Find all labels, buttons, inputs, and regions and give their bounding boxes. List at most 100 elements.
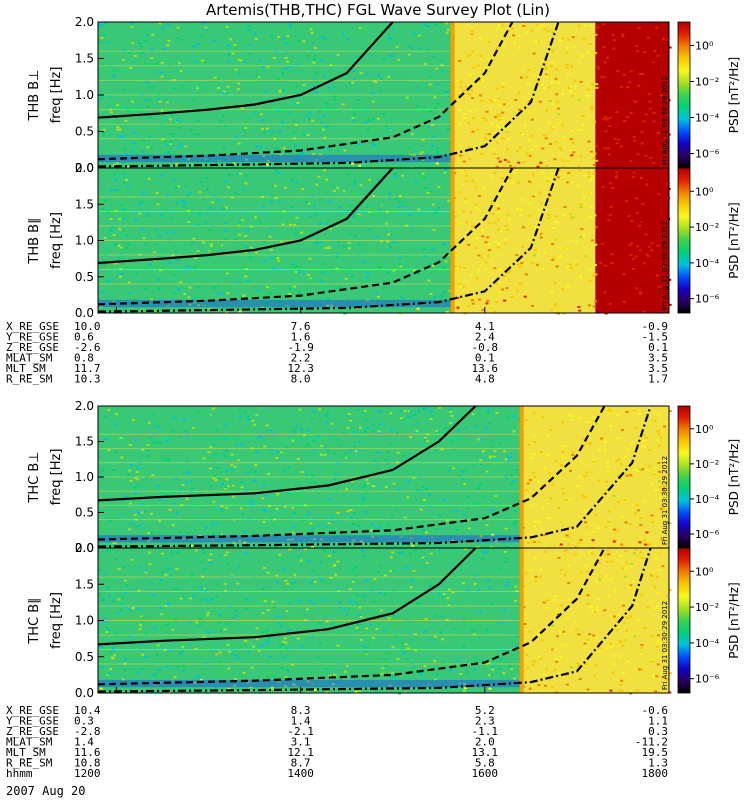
spectrogram-texture [98, 168, 672, 315]
y-tick-label: 2.0 [75, 15, 94, 29]
colorbar-label: PSD [nT²/Hz] [727, 202, 741, 278]
y-tick-label: 1.0 [75, 470, 94, 484]
y-tick-label: 0.5 [75, 270, 94, 284]
timestamp-stamp: Fri Aug 31 03:30:29 2012 [661, 221, 669, 310]
quiet-region [98, 22, 453, 168]
ephemeris-value: 11.6 [74, 746, 101, 759]
y-tick-label: 0.0 [75, 686, 94, 700]
ephemeris-value: 12.3 [287, 362, 314, 375]
time-tick-label: 1600 [472, 767, 499, 780]
ephemeris-value: -1.5 [642, 331, 669, 344]
ephemeris-value: -1.9 [287, 341, 314, 354]
ephemeris-label: R_RE_SM [6, 373, 53, 386]
ephemeris-value: 0.6 [74, 331, 94, 344]
spectrogram-panel: 0.0 0.5 1.0 1.5 2.0 freq [Hz] THC B∥ Fri Aug 31… [27, 541, 741, 700]
active-region [521, 406, 669, 548]
ephemeris-value: 3.5 [648, 352, 668, 365]
y-tick-label: 1.0 [75, 614, 94, 628]
colorbar: 10⁰ 10⁻² 10⁻⁴ 10⁻⁶ PSD [nT²/Hz] [677, 547, 741, 694]
low-freq-band [98, 679, 522, 688]
ephemeris-label: MLAT_SM [6, 736, 53, 749]
y-tick-label: 1.5 [75, 52, 94, 66]
freq-axis-label: freq [Hz] [49, 449, 64, 506]
time-tick-label: 1200 [74, 767, 101, 780]
ephemeris-value: 0.3 [74, 715, 94, 728]
cyclotron-curve-solid [97, 21, 394, 119]
ephemeris-label: Z_RE_GSE [6, 341, 59, 354]
ephemeris-value: 1.3 [648, 757, 668, 770]
cyclotron-curve-solid [97, 405, 477, 502]
ephemeris-value: 8.7 [291, 757, 311, 770]
cyclotron-curve-dashdot [97, 167, 560, 313]
ephemeris-table: X_RE_GSE 10.4 8.3 5.2 -0.6 Y_RE_GSE 0.3 1.4 2.3 1… [6, 704, 668, 770]
ephemeris-value: 0.8 [74, 352, 94, 365]
panel-label: THC B∥ [27, 597, 42, 644]
chart-title: Artemis(THB,THC) FGL Wave Survey Plot (L… [206, 1, 550, 19]
ephemeris-value: 13.1 [472, 746, 499, 759]
colorbar-tick-label: 10⁰ [695, 423, 714, 436]
cyclotron-curve-dashed [97, 547, 606, 686]
active-region [452, 22, 596, 168]
ephemeris-value: 1.4 [291, 715, 311, 728]
ephemeris-value: 13.6 [472, 362, 499, 375]
ephemeris-value: -0.6 [642, 704, 669, 717]
ephemeris-value: 1.1 [648, 715, 668, 728]
boundary-spike [519, 406, 524, 548]
y-tick-label: 1.0 [75, 234, 94, 248]
spectrogram-texture [98, 22, 672, 170]
time-axis-row: hhmm 1200 1400 1600 1800 [6, 767, 668, 780]
timestamp-stamp: Fri Aug 31 03:30:29 2012 [661, 601, 669, 690]
ephemeris-label: R_RE_SM [6, 757, 53, 770]
spectrogram-panel: 0.0 0.5 1.0 1.5 2.0 freq [Hz] THC B⊥ Fri Aug 31… [27, 399, 741, 555]
ephemeris-value: 4.1 [475, 320, 495, 333]
colorbar-label: PSD [nT²/Hz] [727, 582, 741, 658]
colorbar-tick-label: 10⁰ [695, 565, 714, 578]
time-tick-label: 1400 [287, 767, 314, 780]
colorbar-tick-label: 10⁻⁴ [695, 257, 720, 270]
ephemeris-value: 0.1 [475, 352, 495, 365]
y-tick-label: 0.0 [75, 306, 94, 320]
y-tick-label: 2.0 [75, 541, 94, 555]
ephemeris-value: 8.3 [291, 704, 311, 717]
colorbar-tick-label: 10⁻⁶ [695, 528, 720, 541]
ephemeris-label: Z_RE_GSE [6, 725, 59, 738]
y-tick-label: 2.0 [75, 161, 94, 175]
ephemeris-value: 10.8 [74, 757, 101, 770]
boundary-spike [450, 22, 455, 168]
ephemeris-value: 3.1 [291, 736, 311, 749]
colorbar-gradient [677, 167, 691, 314]
low-freq-band [98, 154, 453, 163]
y-tick-label: 1.5 [75, 197, 94, 211]
cyclotron-curve-dashed [97, 21, 514, 161]
ephemeris-value: 10.4 [74, 704, 101, 717]
ephemeris-value: 2.0 [475, 736, 495, 749]
timestamp-stamp: Fri Aug 31 03:30:29 2012 [661, 76, 669, 165]
y-tick-label: 0.0 [75, 161, 94, 175]
ephemeris-label: MLT_SM [6, 746, 46, 759]
y-tick-label: 0.5 [75, 125, 94, 139]
colorbar-tick-label: 10⁻² [695, 75, 719, 88]
ephemeris-label: Y_RE_GSE [6, 715, 59, 728]
ephemeris-value: -1.1 [472, 725, 499, 738]
ephemeris-value: 8.0 [291, 373, 311, 386]
ephemeris-label: MLAT_SM [6, 352, 53, 365]
y-tick-label: 0.5 [75, 506, 94, 520]
colorbar-tick-label: 10⁻⁶ [695, 148, 720, 161]
ephemeris-table: X_RE_GSE 10.0 7.6 4.1 -0.9Y_RE_GSE 0.6 1.6 2.4-… [6, 320, 668, 386]
freq-axis-label: freq [Hz] [49, 212, 64, 269]
ephemeris-value: -0.8 [472, 341, 499, 354]
active-region [452, 168, 596, 313]
freq-axis-label: freq [Hz] [49, 67, 64, 124]
low-freq-band [98, 299, 453, 308]
ephemeris-value: -2.6 [74, 341, 101, 354]
ephemeris-value: 2.4 [475, 331, 495, 344]
ephemeris-value: 4.8 [475, 373, 495, 386]
colorbar-label: PSD [nT²/Hz] [727, 439, 741, 515]
cyclotron-curve-dashdot [97, 21, 560, 168]
colorbar-gradient [677, 405, 691, 549]
ephemeris-label: X_RE_GSE [6, 704, 59, 717]
panel-label: THB B∥ [27, 217, 42, 264]
colorbar-tick-label: 10⁻⁶ [695, 673, 720, 686]
colorbar: 10⁰ 10⁻² 10⁻⁴ 10⁻⁶ PSD [nT²/Hz] [677, 405, 741, 549]
ephemeris-value: 3.5 [648, 362, 668, 375]
